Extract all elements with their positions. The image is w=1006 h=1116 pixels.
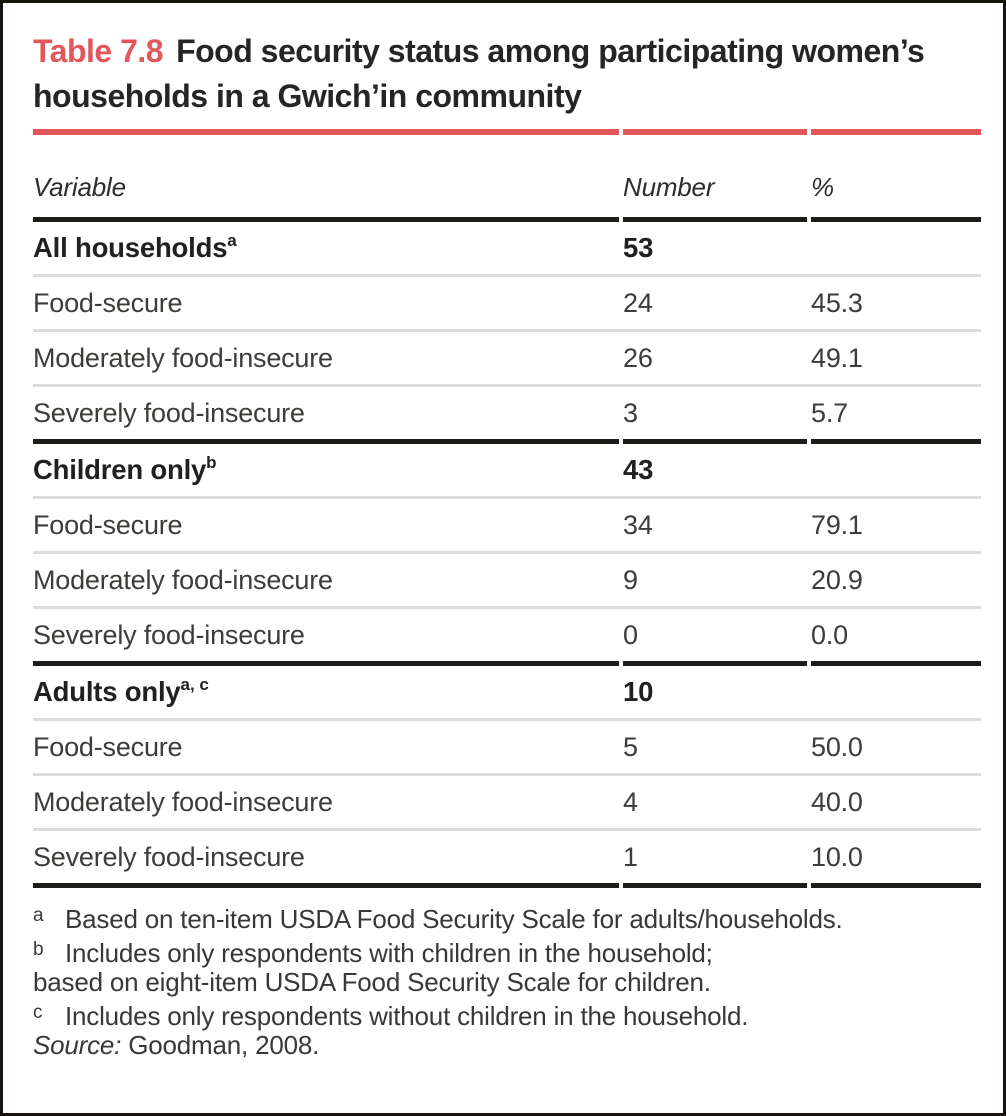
- row-number: 5: [623, 731, 638, 762]
- row-number: 24: [623, 287, 653, 318]
- column-header-percent: %: [811, 172, 834, 202]
- footnote-ref: a: [227, 230, 237, 250]
- footnote-text: Based on ten-item USDA Food Security Sca…: [65, 904, 843, 934]
- footnote-marker: a: [33, 905, 44, 926]
- section-label: Adults only: [33, 676, 181, 707]
- row-percent: 5.7: [811, 397, 848, 428]
- section-header-all-households: All householdsa 53: [33, 222, 1003, 274]
- footnote-ref: b: [206, 452, 217, 472]
- source-line: Source: Goodman, 2008.: [33, 1030, 1003, 1061]
- footnote-text: Includes only respondents with children …: [65, 937, 713, 968]
- row-label: Food-secure: [33, 509, 183, 540]
- footnote-ref: a, c: [180, 674, 209, 694]
- row-divider: [33, 384, 981, 387]
- row-number: 26: [623, 342, 653, 373]
- row-number: 34: [623, 509, 653, 540]
- table-row: Severely food-insecure 1 10.0: [33, 831, 1003, 883]
- table-row: Severely food-insecure 0 0.0: [33, 609, 1003, 661]
- table-number-label: Table 7.8: [33, 33, 164, 69]
- row-label: Severely food-insecure: [33, 397, 305, 428]
- section-rule: [33, 661, 1003, 666]
- row-label: Moderately food-insecure: [33, 342, 333, 373]
- table-row: Food-secure 34 79.1: [33, 499, 1003, 551]
- row-divider: [33, 496, 981, 499]
- column-header-number: Number: [623, 172, 715, 202]
- table-bottom-rule: [33, 883, 1003, 888]
- table-row: Severely food-insecure 3 5.7: [33, 387, 1003, 439]
- row-number: 0: [623, 619, 638, 650]
- footnote-text: based on eight-item USDA Food Security S…: [33, 967, 711, 997]
- row-percent: 49.1: [811, 342, 863, 373]
- footnote-marker: b: [33, 938, 44, 960]
- row-label: Moderately food-insecure: [33, 564, 333, 595]
- row-percent: 79.1: [811, 509, 863, 540]
- section-number: 53: [623, 232, 654, 263]
- row-number: 3: [623, 397, 638, 428]
- section-label: All households: [33, 232, 228, 263]
- row-number: 4: [623, 786, 638, 817]
- section-header-children-only: Children onlyb 43: [33, 444, 1003, 496]
- row-divider: [33, 773, 981, 776]
- table-row: Moderately food-insecure 9 20.9: [33, 554, 1003, 606]
- row-number: 1: [623, 841, 638, 872]
- section-header-adults-only: Adults onlya, c 10: [33, 666, 1003, 718]
- table-title: Table 7.8 Food security status among part…: [33, 29, 948, 119]
- column-header-variable: Variable: [33, 172, 126, 202]
- section-number: 43: [623, 454, 654, 485]
- footnote-text: Includes only respondents without childr…: [65, 1000, 749, 1031]
- footnote-b-continued: based on eight-item USDA Food Security S…: [33, 967, 1003, 998]
- row-percent: 20.9: [811, 564, 863, 595]
- column-header-row: Variable Number %: [33, 135, 1003, 217]
- table-caption: Food security status among participating…: [33, 33, 925, 114]
- row-number: 9: [623, 564, 638, 595]
- title-rule: [33, 129, 1003, 135]
- footnote-marker: c: [33, 1001, 43, 1023]
- section-label: Children only: [33, 454, 207, 485]
- row-divider: [33, 274, 981, 277]
- row-label: Moderately food-insecure: [33, 786, 333, 817]
- source-label: Source:: [33, 1030, 122, 1060]
- row-label: Severely food-insecure: [33, 619, 305, 650]
- row-label: Food-secure: [33, 731, 183, 762]
- table-row: Moderately food-insecure 26 49.1: [33, 332, 1003, 384]
- source-text: Goodman, 2008.: [128, 1030, 320, 1060]
- row-divider: [33, 718, 981, 721]
- row-label: Severely food-insecure: [33, 841, 305, 872]
- row-divider: [33, 828, 981, 831]
- row-percent: 40.0: [811, 786, 863, 817]
- footnotes: a Based on ten-item USDA Food Security Sc…: [33, 901, 1003, 1061]
- footnote-a: a Based on ten-item USDA Food Security Sc…: [33, 901, 1003, 935]
- row-percent: 45.3: [811, 287, 863, 318]
- table-row: Food-secure 5 50.0: [33, 721, 1003, 773]
- table-row: Food-secure 24 45.3: [33, 277, 1003, 329]
- row-percent: 10.0: [811, 841, 863, 872]
- row-percent: 50.0: [811, 731, 863, 762]
- header-rule: [33, 217, 1003, 222]
- row-label: Food-secure: [33, 287, 183, 318]
- row-percent: 0.0: [811, 619, 848, 650]
- footnote-c: c Includes only respondents without child…: [33, 998, 1003, 1032]
- section-number: 10: [623, 676, 654, 707]
- row-divider: [33, 606, 981, 609]
- row-divider: [33, 551, 981, 554]
- section-rule: [33, 439, 1003, 444]
- footnote-b: b Includes only respondents with children…: [33, 935, 1003, 969]
- table-row: Moderately food-insecure 4 40.0: [33, 776, 1003, 828]
- row-divider: [33, 329, 981, 332]
